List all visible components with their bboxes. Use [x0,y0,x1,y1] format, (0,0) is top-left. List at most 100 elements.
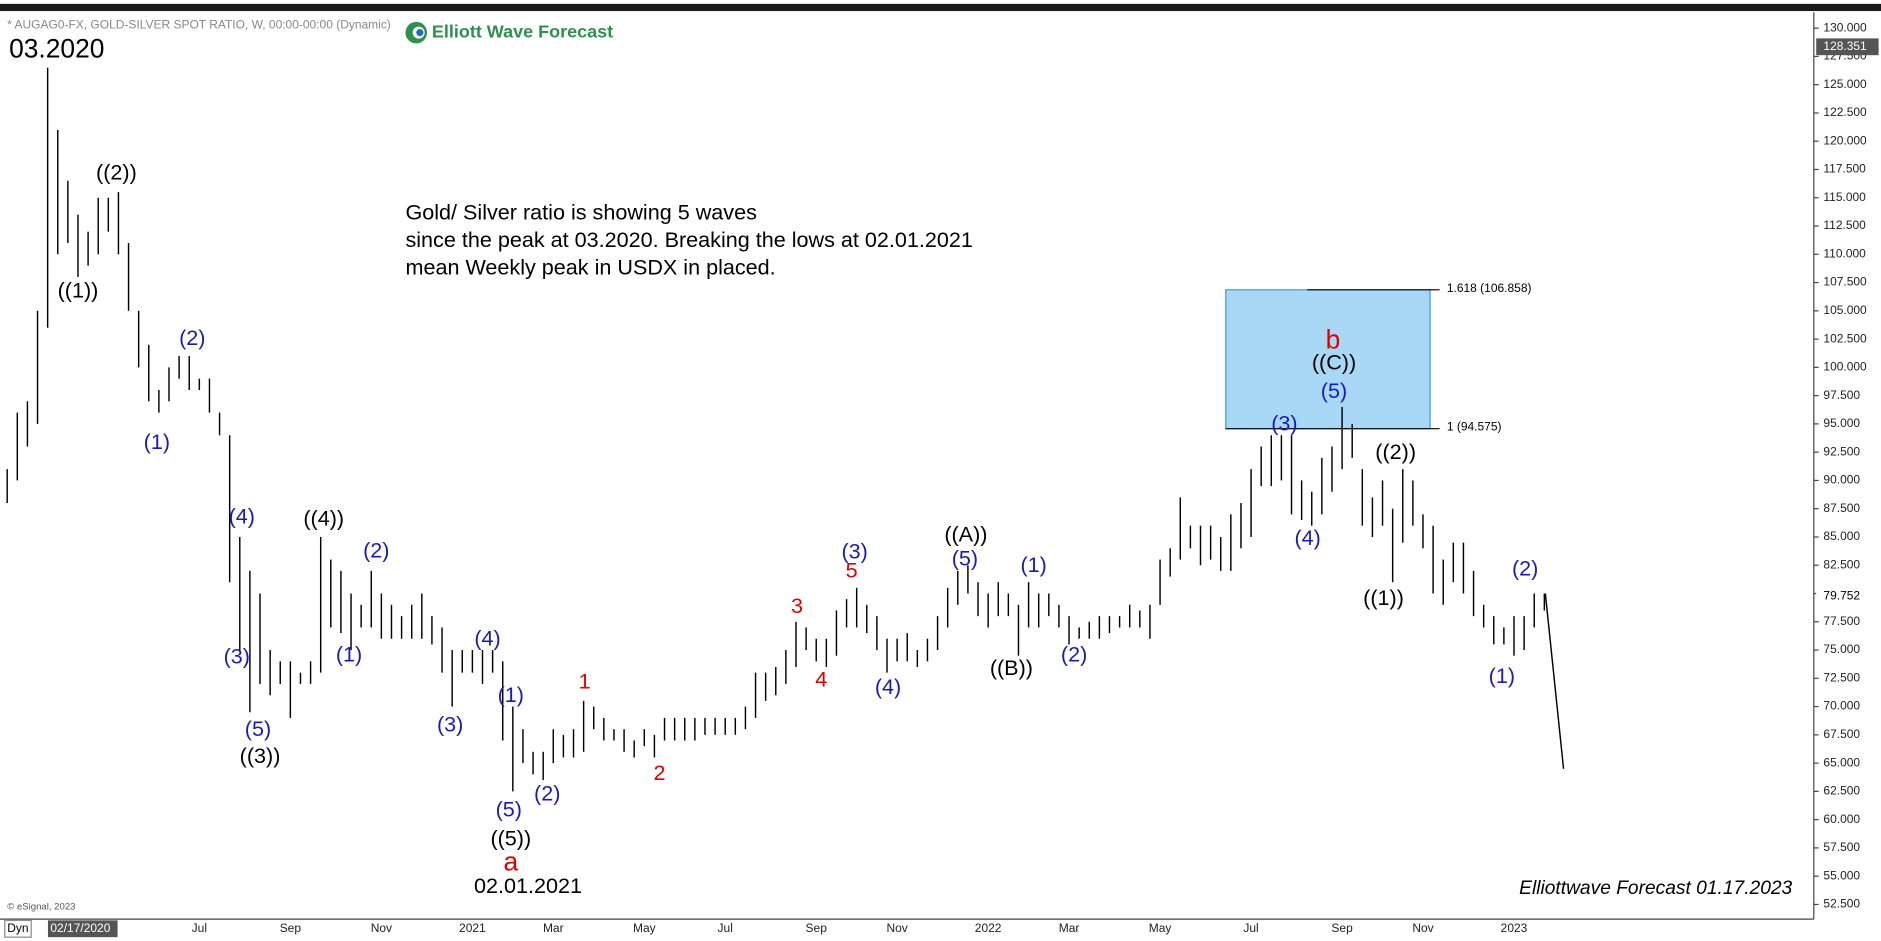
wave-label: (2) [1061,641,1087,666]
y-tick-label: 110.000 [1823,246,1866,260]
x-tick-label: Sep [806,921,828,935]
y-tick-label: 120.000 [1823,133,1867,147]
wave-label: (1) [498,682,524,707]
y-tick-label: 55.000 [1823,868,1860,882]
x-tick-label: Mar [543,921,564,935]
y-tick-label: 130.000 [1823,20,1867,34]
wave-label: (4) [229,503,255,528]
wave-label: (4) [474,626,500,651]
y-tick-label: 100.000 [1823,360,1867,374]
note-line: since the peak at 03.2020. Breaking the … [405,227,972,252]
wave-label: 4 [815,666,827,691]
wave-label: ((B)) [990,655,1033,680]
wave-label: ((C)) [1312,350,1356,375]
wave-label: (5) [496,796,522,821]
y-tick-label: 57.500 [1823,840,1860,854]
y-tick-label: 117.500 [1823,162,1866,176]
note-line: mean Weekly peak in USDX in placed. [405,255,775,280]
wave-label: (4) [875,674,901,699]
y-tick-label: 97.500 [1823,388,1860,402]
y-tick-label: 122.500 [1823,105,1867,119]
y-tick-label: 112.500 [1823,218,1866,232]
y-tick-label: 92.500 [1823,444,1860,458]
y-tick-label: 115.000 [1823,190,1866,204]
x-tick-label: 2022 [975,921,1002,935]
wave-label: (2) [363,537,389,562]
wave-label: (1) [336,641,362,666]
logo: Elliott Wave Forecast [405,21,613,44]
wave-label: (3) [1271,411,1297,436]
y-tick-label: 65.000 [1823,755,1860,769]
logo-icon [416,29,424,37]
fib-zone [1225,289,1431,430]
wave-label: ((4)) [303,506,344,531]
logo-text: Elliott Wave Forecast [432,21,613,41]
y-tick-label: 105.000 [1823,303,1867,317]
y-tick-label: 70.000 [1823,699,1860,713]
y-tick-label: 75.000 [1823,642,1860,656]
wave-label: ((3)) [240,743,281,768]
y-tick-label: 87.500 [1823,501,1860,515]
x-tick-label: May [633,921,656,935]
mode-box[interactable] [4,919,32,938]
y-tick-label: 95.000 [1823,416,1860,430]
note-line: Gold/ Silver ratio is showing 5 waves [405,199,757,224]
x-tick-label: 2023 [1501,921,1528,935]
footer: Elliottwave Forecast 01.17.2023 [1519,878,1792,899]
wave-label: (3) [437,712,463,737]
y-tick-label: 125.000 [1823,77,1867,91]
wave-label: a [503,847,518,877]
x-tick-label: Nov [371,921,392,935]
wave-label: ((2)) [96,160,137,185]
wave-label: (1) [1020,552,1046,577]
wave-label: (2) [534,780,560,805]
copyright: © eSignal, 2023 [7,902,75,913]
wave-label: ((1)) [58,277,99,302]
wave-label: 1 [579,669,591,694]
x-tick-label: Mar [1059,921,1080,935]
wave-label: (2) [179,325,205,350]
wave-label: 03.2020 [9,34,104,64]
y-tick-label: 62.500 [1823,784,1860,798]
wave-label: (1) [1489,663,1515,688]
projection-line [1544,593,1565,769]
wave-label: (1) [144,429,170,454]
wave-label: 02.01.2021 [474,873,582,898]
price-tag: 79.752 [1823,588,1860,602]
wave-label: ((1)) [1363,585,1404,610]
y-tick-label: 60.000 [1823,812,1860,826]
fib-label: 1 (94.575) [1447,420,1502,434]
y-tick-label: 67.500 [1823,727,1860,741]
wave-label: (5) [952,545,978,570]
range-start: 02/17/2020 [50,921,110,935]
price-tag-box [1816,38,1879,56]
wave-label: ((2)) [1375,439,1416,464]
price-tag-box [1816,587,1879,605]
mode[interactable]: Dyn [7,921,28,935]
x-tick-label: Nov [1412,921,1433,935]
wave-label: (4) [1295,525,1321,550]
x-tick-label: Sep [1331,921,1353,935]
wave-label: ((A)) [944,522,987,547]
wave-label: b [1326,324,1341,354]
x-tick-label: Jul [718,921,733,935]
wave-label: 2 [653,760,665,785]
y-tick-label: 72.500 [1823,670,1860,684]
y-tick-label: 90.000 [1823,473,1860,487]
range-start-box [47,920,118,938]
y-tick-label: 107.500 [1823,275,1867,289]
fib-label: 1.618 (106.858) [1447,281,1532,295]
y-tick-label: 52.500 [1823,897,1860,911]
x-tick-label: Sep [280,921,302,935]
top-bar [0,3,1881,12]
wave-label: 3 [791,593,803,618]
price-tag: 128.351 [1823,39,1867,53]
chart-title: * AUGAG0-FX, GOLD-SILVER SPOT RATIO, W, … [7,18,391,32]
wave-label: (3) [224,644,250,669]
x-tick-label: May [1149,921,1172,935]
y-tick-label: 82.500 [1823,557,1860,571]
y-tick-label: 102.500 [1823,331,1867,345]
